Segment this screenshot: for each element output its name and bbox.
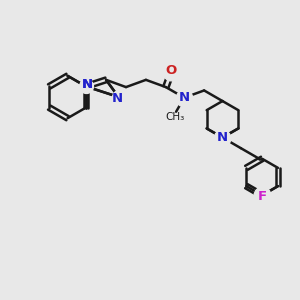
Text: N: N [112, 92, 123, 105]
Text: N: N [217, 131, 228, 144]
Text: N: N [82, 78, 93, 92]
Text: O: O [166, 64, 177, 77]
Text: N: N [82, 78, 93, 92]
Text: N: N [178, 91, 190, 104]
Text: CH₃: CH₃ [165, 112, 184, 122]
Text: F: F [258, 190, 267, 203]
